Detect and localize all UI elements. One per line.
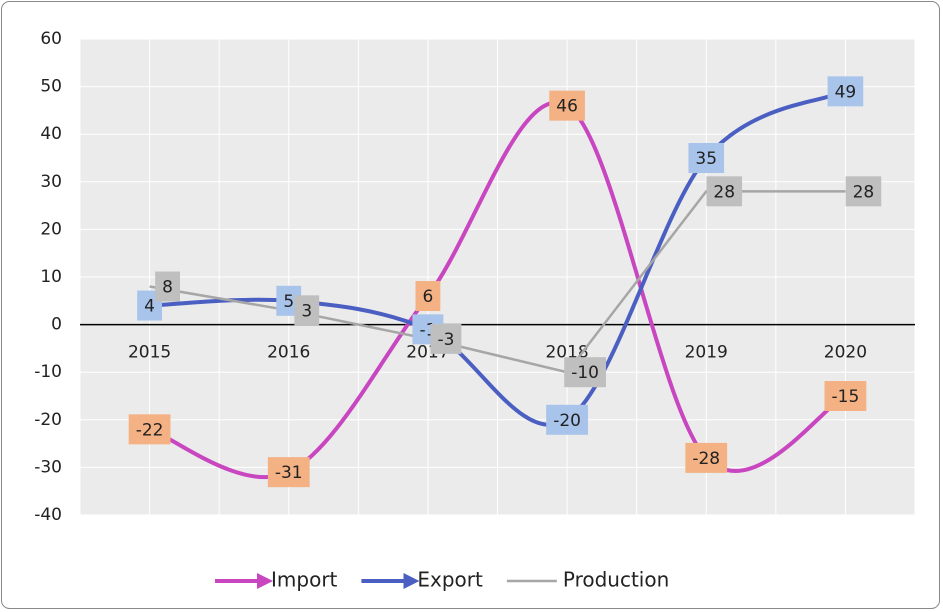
- y-tick-label: 60: [40, 29, 62, 49]
- data-label: 6: [415, 281, 441, 312]
- data-label-box: [267, 457, 310, 488]
- data-label-box: [827, 76, 864, 107]
- data-label-text: -20: [553, 411, 581, 431]
- data-label: 8: [155, 271, 180, 302]
- data-label-box: [824, 381, 867, 411]
- data-label-text: 28: [713, 182, 735, 202]
- data-label: -28: [685, 442, 728, 473]
- data-label-box: [546, 404, 588, 435]
- data-label: 35: [688, 143, 725, 173]
- data-label-text: -31: [275, 463, 303, 483]
- data-label-text: 28: [853, 182, 875, 202]
- data-label-box: [415, 281, 441, 312]
- data-label: -10: [564, 357, 606, 388]
- legend-label: Production: [563, 568, 669, 592]
- data-label-box: [845, 176, 882, 207]
- data-label: 3: [294, 295, 320, 326]
- legend-label: Export: [417, 568, 483, 592]
- x-tick-label: 2016: [267, 343, 310, 363]
- data-label-text: -15: [832, 387, 860, 407]
- data-label-text: 5: [283, 292, 294, 312]
- y-tick-label: 0: [51, 315, 62, 335]
- data-label: -22: [128, 414, 171, 445]
- data-label: 28: [845, 176, 882, 207]
- x-tick-label: 2015: [128, 343, 171, 363]
- data-label: 49: [827, 76, 864, 107]
- data-label-box: [155, 271, 180, 302]
- data-label-box: [549, 90, 585, 121]
- data-label-box: [430, 323, 462, 354]
- data-label-box: [128, 414, 171, 445]
- data-label-box: [294, 295, 320, 326]
- y-tick-label: -10: [34, 362, 62, 382]
- y-tick-label: -30: [34, 457, 62, 477]
- data-label: -20: [546, 404, 588, 435]
- y-tick-label: 10: [40, 267, 62, 287]
- y-tick-label: 50: [40, 77, 62, 97]
- legend-label: Import: [271, 568, 338, 592]
- data-label-text: 4: [144, 297, 155, 317]
- data-label-text: 49: [835, 82, 857, 102]
- data-label-text: 6: [423, 287, 434, 307]
- x-tick-label: 2019: [685, 343, 728, 363]
- data-label-text: 35: [695, 149, 717, 169]
- data-label-text: -28: [692, 449, 720, 469]
- data-label-text: -3: [437, 330, 454, 350]
- y-tick-label: 40: [40, 124, 62, 144]
- data-label: -15: [824, 381, 867, 411]
- y-tick-label: 20: [40, 219, 62, 239]
- data-label: -3: [430, 323, 462, 354]
- x-tick-label: 2020: [824, 343, 867, 363]
- data-label-text: -10: [571, 363, 599, 383]
- data-label-text: 8: [162, 278, 173, 298]
- data-label-text: 46: [556, 97, 578, 117]
- data-label-box: [688, 143, 725, 173]
- y-tick-label: -40: [34, 505, 62, 525]
- data-label-box: [706, 176, 743, 207]
- data-label: -31: [267, 457, 310, 488]
- data-label: 28: [706, 176, 743, 207]
- data-label-box: [564, 357, 606, 388]
- y-tick-label: -20: [34, 410, 62, 430]
- data-label: 46: [549, 90, 585, 121]
- data-label-text: -22: [136, 420, 164, 440]
- y-tick-label: 30: [40, 172, 62, 192]
- data-label-box: [685, 442, 728, 473]
- data-label-text: 3: [301, 301, 312, 321]
